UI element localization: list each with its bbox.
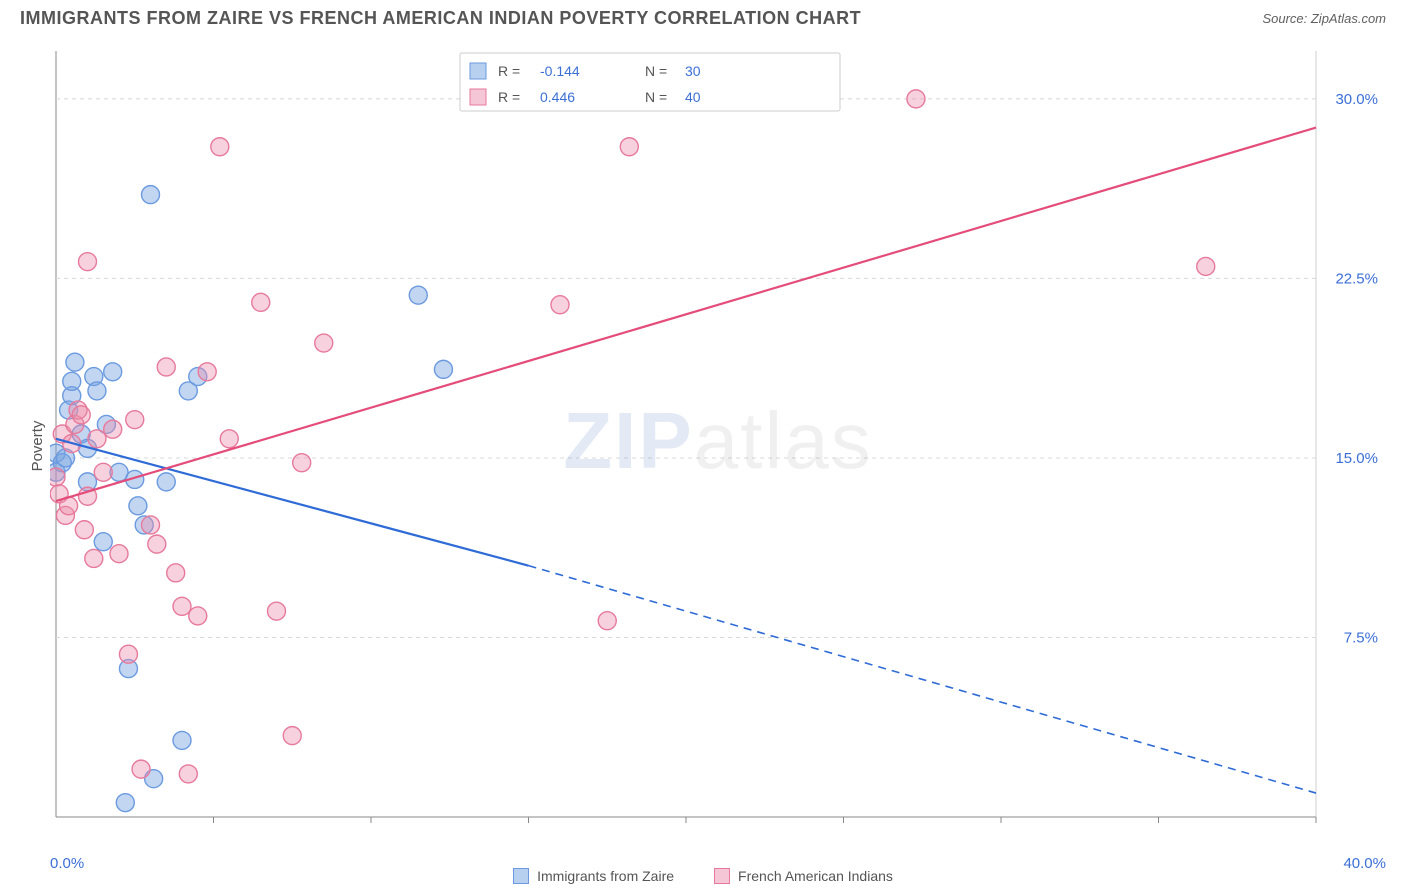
svg-text:R =: R = [498, 89, 520, 105]
svg-text:0.446: 0.446 [540, 89, 575, 105]
svg-text:7.5%: 7.5% [1344, 629, 1378, 646]
svg-text:15.0%: 15.0% [1335, 450, 1378, 467]
y-axis-label: Poverty [29, 421, 46, 472]
scatter-chart: 7.5% 15.0% 22.5% 30.0% R = -0.144 N = 30 R = 0.44… [50, 45, 1386, 837]
source-attribution: Source: ZipAtlas.com [1262, 11, 1386, 26]
svg-text:40: 40 [685, 89, 701, 105]
legend-label-french: French American Indians [738, 868, 893, 884]
svg-text:22.5%: 22.5% [1335, 270, 1378, 287]
svg-text:N =: N = [645, 63, 667, 79]
legend-item-french: French American Indians [714, 868, 893, 884]
plot-area: ZIPatlas 7.5%15.0%22.5%30.0%R =-0.144N =… [50, 45, 1386, 837]
bottom-legend: Immigrants from Zaire French American In… [0, 868, 1406, 884]
legend-item-zaire: Immigrants from Zaire [513, 868, 674, 884]
legend-swatch-french [714, 868, 730, 884]
svg-text:N =: N = [645, 89, 667, 105]
svg-text:30: 30 [685, 63, 701, 79]
chart-title: IMMIGRANTS FROM ZAIRE VS FRENCH AMERICAN… [20, 8, 861, 29]
legend-label-zaire: Immigrants from Zaire [537, 868, 674, 884]
svg-text:-0.144: -0.144 [540, 63, 580, 79]
svg-text:30.0%: 30.0% [1335, 91, 1378, 108]
legend-swatch-zaire [513, 868, 529, 884]
svg-text:R =: R = [498, 63, 520, 79]
